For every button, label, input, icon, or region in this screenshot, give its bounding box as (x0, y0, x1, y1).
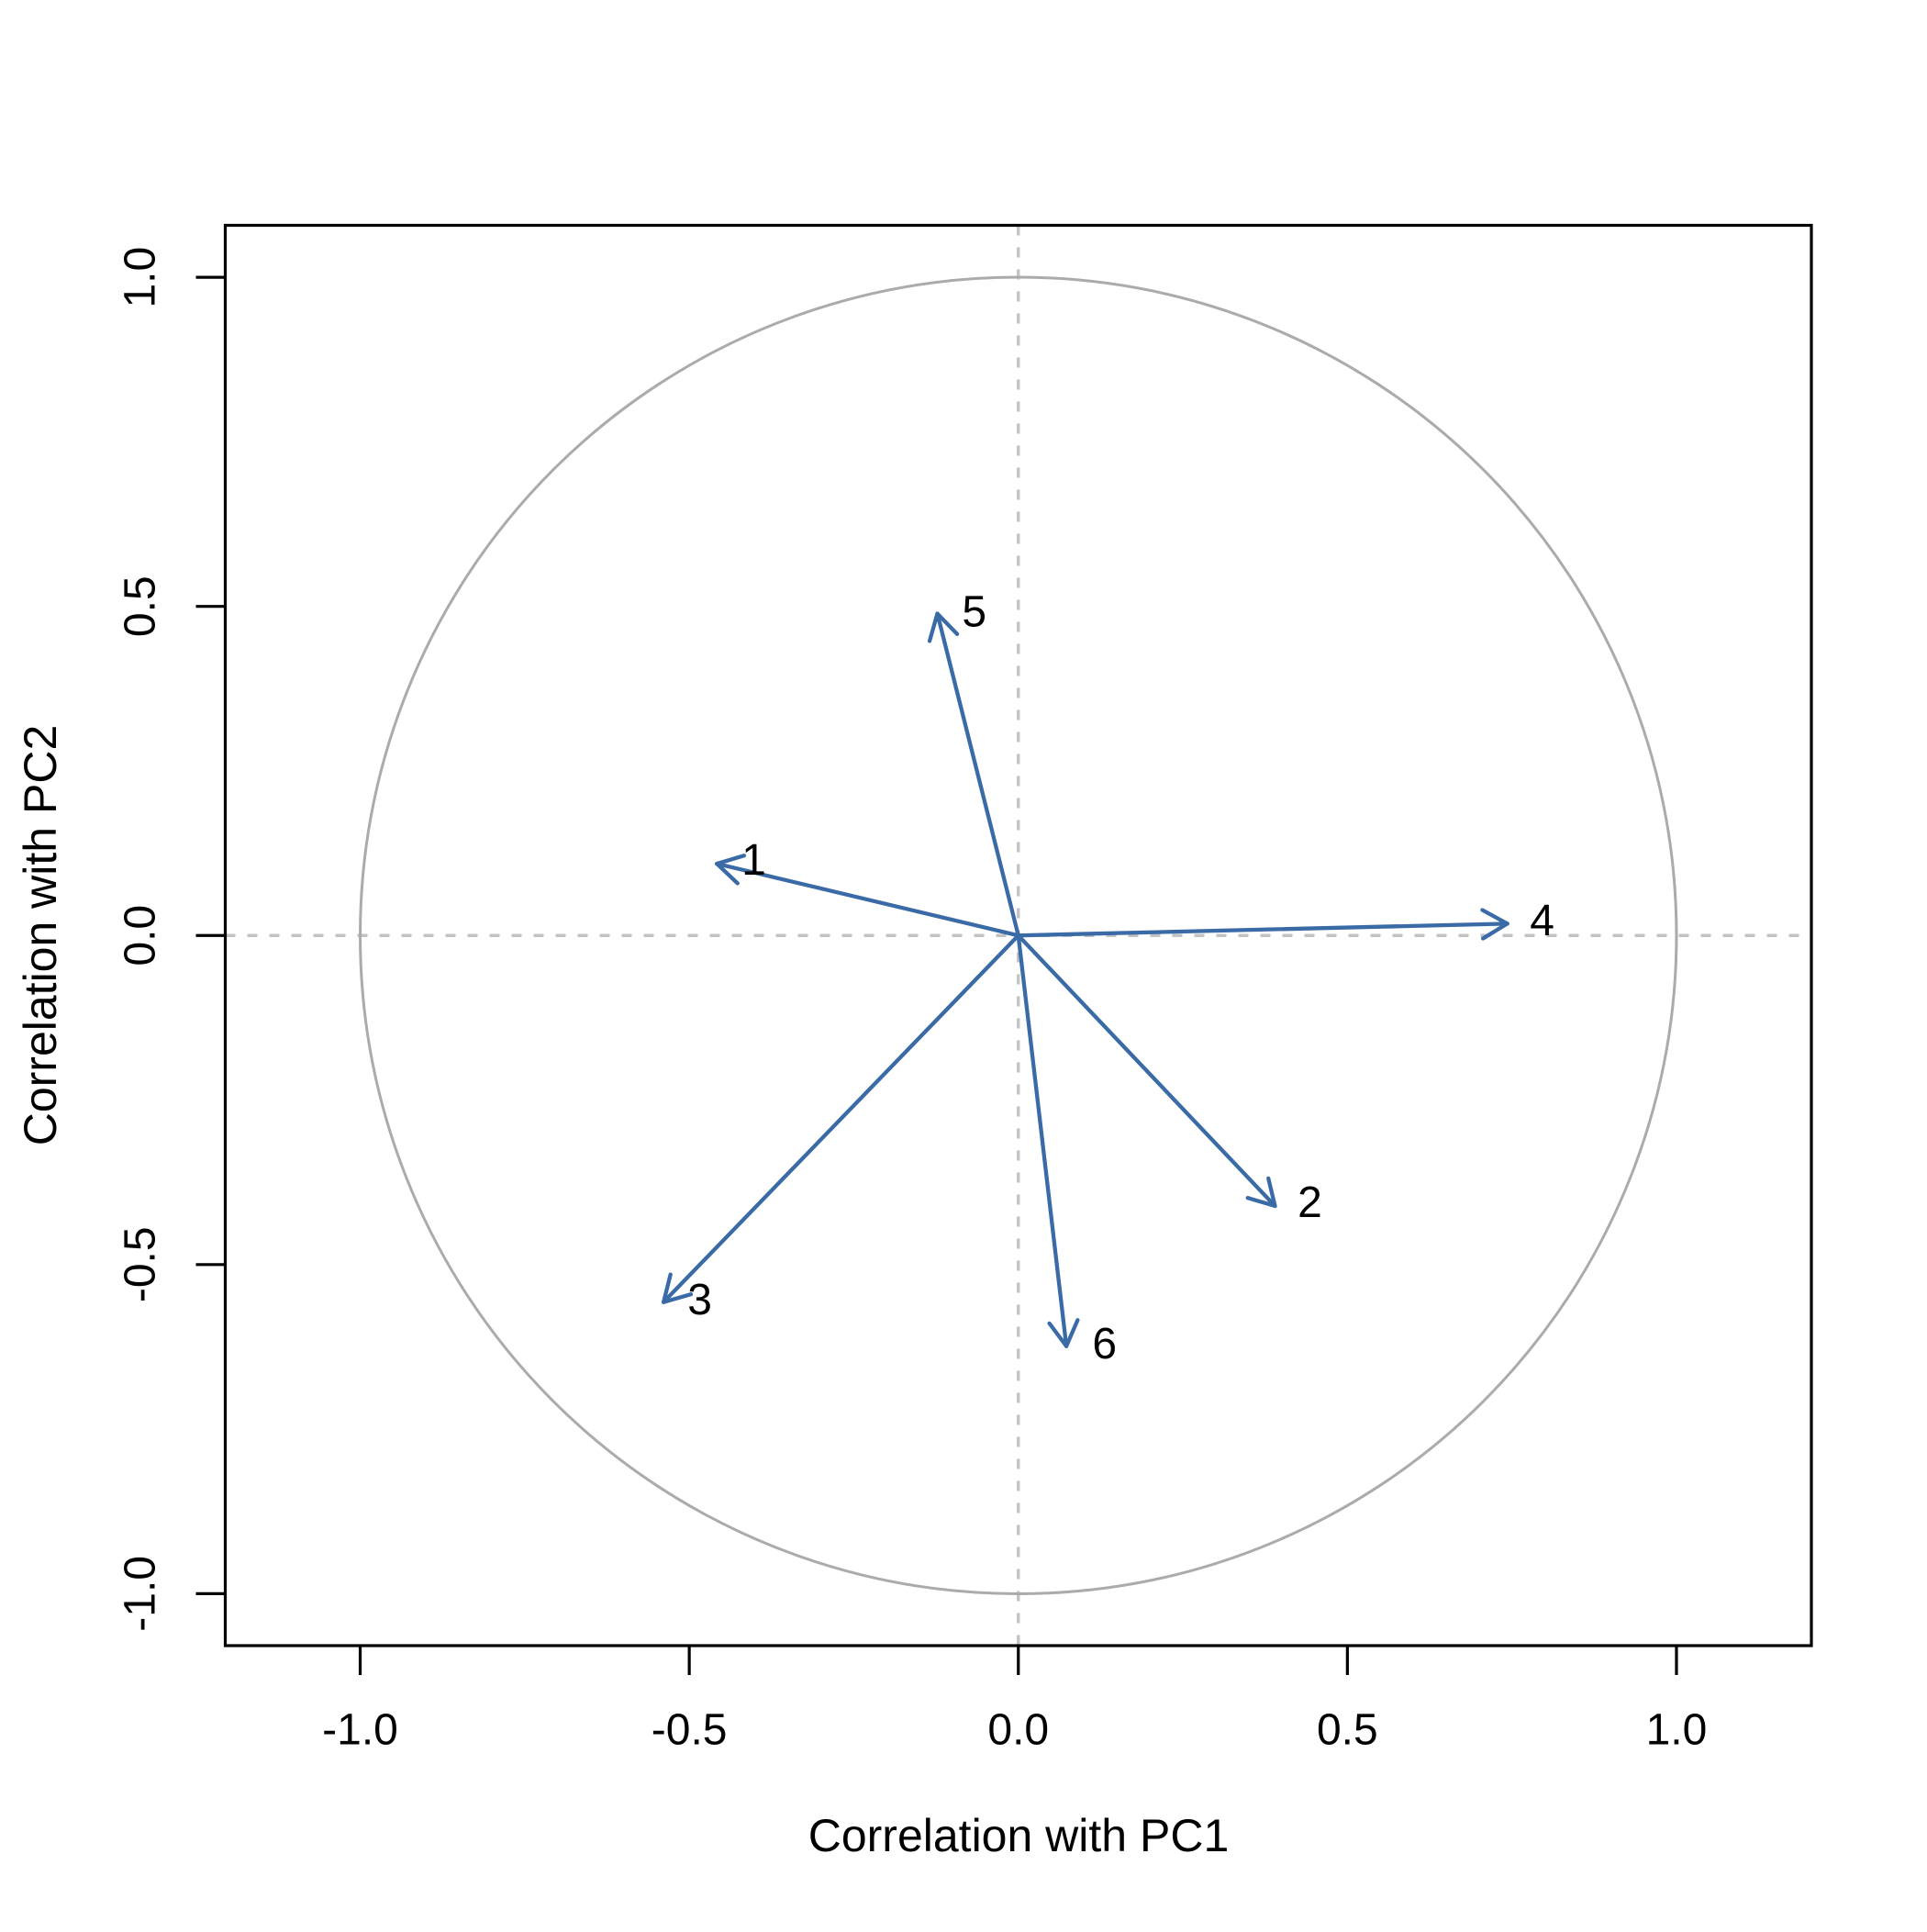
variable-arrow-head-2 (1266, 1176, 1277, 1209)
variable-label-2: 2 (1298, 1178, 1322, 1227)
x-tick-label: 0.5 (1317, 1706, 1378, 1755)
variable-arrow-head-5 (935, 611, 960, 636)
y-tick-label: 1.0 (117, 247, 165, 308)
y-axis-title: Correlation with PC2 (15, 725, 66, 1146)
variable-label-1: 1 (741, 836, 766, 885)
y-tick-label: 0.0 (117, 905, 165, 966)
variable-label-4: 4 (1530, 897, 1554, 945)
variable-arrow-head-4 (1480, 908, 1509, 926)
variable-label-5: 5 (962, 588, 986, 637)
variable-arrow-shaft-2 (1016, 933, 1277, 1209)
variable-label-6: 6 (1092, 1320, 1117, 1368)
variable-arrow-head-6 (1047, 1321, 1069, 1348)
y-tick-label: 0.5 (117, 575, 165, 637)
variable-arrow-head-5 (927, 611, 940, 643)
variable-arrow-head-1 (715, 854, 747, 866)
variable-arrow-shaft-1 (715, 861, 1020, 938)
variable-arrow-shaft-3 (662, 933, 1020, 1304)
variable-arrow-head-4 (1481, 921, 1509, 941)
variable-arrow-head-3 (662, 1292, 694, 1304)
variable-arrow-head-2 (1245, 1196, 1277, 1209)
x-tick-label: 0.0 (987, 1706, 1049, 1755)
variable-label-3: 3 (687, 1276, 712, 1324)
y-tick-label: -0.5 (117, 1226, 165, 1302)
plot-generated-layer: -1.0 -0.5 0.0 0.5 1.0 -1.0 -0.5 0.0 0.5 1.0 1 2 3 4 5 6 (117, 223, 1813, 1755)
variable-arrow-shaft-5 (935, 611, 1020, 938)
variable-arrow-shaft-4 (1016, 921, 1509, 938)
x-axis-title: Correlation with PC1 (808, 1810, 1230, 1861)
x-tick-label: -0.5 (652, 1706, 728, 1755)
variable-arrow-head-6 (1064, 1318, 1080, 1348)
variable-arrow-shaft-6 (1016, 933, 1069, 1348)
variable-arrow-head-3 (662, 1272, 673, 1304)
unit-circle (359, 275, 1678, 1595)
variable-arrow-head-1 (715, 861, 740, 886)
x-tick-label: -1.0 (322, 1706, 398, 1755)
x-tick-label: 1.0 (1646, 1706, 1708, 1755)
y-tick-label: -1.0 (117, 1556, 165, 1632)
